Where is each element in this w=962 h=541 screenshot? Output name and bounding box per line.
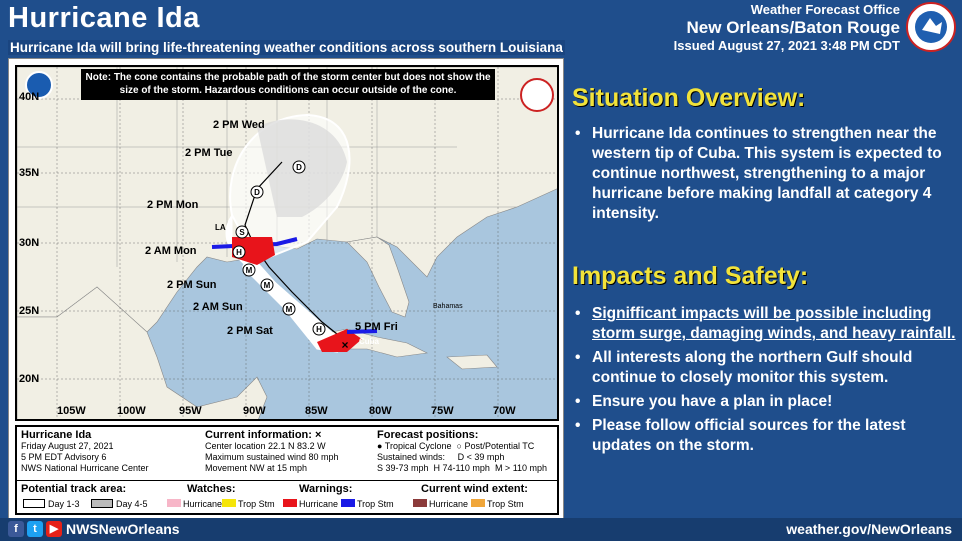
map-legend: Hurricane Ida Friday August 27, 2021 5 P… [15,425,559,515]
time-label: 2 PM Tue [185,147,233,159]
post-tropical: Post/Potential TC [464,441,535,451]
time-label: 2 PM Wed [213,119,265,131]
office-line1: Weather Forecast Office [750,2,900,17]
lon-label: 105W [57,405,86,417]
impacts-list: Signifficant impacts will be possible in… [572,304,957,460]
svg-text:H: H [236,248,242,257]
time-label: 2 PM Sat [227,325,273,337]
lon-label: 75W [431,405,454,417]
facebook-icon[interactable]: f [8,521,24,537]
nws-seal-icon [906,2,956,52]
track-area-title: Potential track area: [21,483,127,495]
m-category: M > 110 mph [494,463,548,473]
impacts-heading: Impacts and Safety: [572,262,809,290]
advisory-date: Friday August 27, 2021 [21,441,114,451]
cone-note: Note: The cone contains the probable pat… [81,69,495,100]
footer: f t ▶ NWSNewOrleans weather.gov/NewOrlea… [0,518,962,541]
svg-text:M: M [264,281,271,290]
lon-label: 100W [117,405,146,417]
lon-label: 80W [369,405,392,417]
storm-name: Hurricane Ida [21,429,92,441]
forecast-cone-graphic: S D D H M M M H × Note: The cone contain… [8,58,564,520]
youtube-icon[interactable]: ▶ [46,521,62,537]
time-label: 2 PM Mon [147,199,199,211]
max-wind: Maximum sustained wind 80 mph [205,452,339,462]
svg-text:M: M [246,266,253,275]
advisory-center: NWS National Hurricane Center [21,463,149,473]
lat-label: 40N [19,91,40,103]
time-label: 2 AM Sun [193,301,243,313]
wind-extent-title: Current wind extent: [421,483,528,495]
watches-title: Watches: [187,483,236,495]
issued-time: Issued August 27, 2021 3:48 PM CDT [673,37,900,53]
social-handle[interactable]: NWSNewOrleans [66,521,180,537]
lon-label: 95W [179,405,202,417]
website-link[interactable]: weather.gov/NewOrleans [786,521,952,537]
situation-heading: Situation Overview: [572,84,806,112]
warning-hurricane: Hurricane [299,499,339,509]
list-item: Signifficant impacts will be possible in… [572,304,957,344]
lon-label: 85W [305,405,328,417]
list-item: All interests along the northern Gulf sh… [572,348,957,388]
map: S D D H M M M H × Note: The cone contain… [15,65,559,421]
office-info: Weather Forecast Office New Orleans/Bato… [674,2,900,54]
warnings-title: Warnings: [299,483,353,495]
situation-list: Hurricane Ida continues to strengthen ne… [572,124,957,228]
day13-label: Day 1-3 [48,499,80,509]
warning-trop: Trop Stm [357,499,394,509]
list-item-text: Signifficant impacts will be possible in… [592,305,956,342]
lat-label: 20N [19,373,40,385]
list-item: Please follow official sources for the l… [572,416,957,456]
h-category: H 74-110 mph [433,463,490,473]
svg-text:D: D [296,163,302,172]
time-label: 2 PM Sun [167,279,217,291]
office-line2: New Orleans/Baton Rouge [686,17,900,37]
place-label: Cuba [359,337,379,346]
lat-label: 30N [19,237,40,249]
day45-label: Day 4-5 [116,499,148,509]
sustained-winds: Sustained winds: [377,452,446,462]
current-info-title: Current information: × [205,429,322,441]
lat-label: 25N [19,305,40,317]
place-label: Bahamas [433,303,463,310]
wind-hurricane: Hurricane [429,499,469,509]
lon-label: 70W [493,405,516,417]
place-label: LA [215,223,226,232]
movement: Movement NW at 15 mph [205,463,308,473]
watch-trop: Trop Stm [238,499,275,509]
time-label: 2 AM Mon [145,245,197,257]
wind-trop: Trop Stm [487,499,524,509]
forecast-positions-title: Forecast positions: [377,429,479,441]
lat-label: 35N [19,167,40,179]
lon-label: 90W [243,405,266,417]
center-location: Center location 22.1 N 83.2 W [205,441,326,451]
svg-text:H: H [316,325,322,334]
svg-text:×: × [341,338,348,352]
list-item: Hurricane Ida continues to strengthen ne… [572,124,957,224]
page-subtitle: Hurricane Ida will bring life-threatenin… [8,40,565,55]
s-category: S 39-73 mph [377,463,429,473]
svg-text:S: S [239,228,245,237]
svg-text:D: D [254,188,260,197]
time-label: 5 PM Fri [355,321,398,333]
advisory-number: 5 PM EDT Advisory 6 [21,452,107,462]
d-category: D < 39 mph [457,452,505,462]
tropical-cyclone: Tropical Cyclone [384,441,452,451]
twitter-icon[interactable]: t [27,521,43,537]
svg-text:M: M [286,305,293,314]
watch-hurricane: Hurricane [183,499,223,509]
list-item: Ensure you have a plan in place! [572,392,957,412]
page-title: Hurricane Ida [8,2,200,34]
